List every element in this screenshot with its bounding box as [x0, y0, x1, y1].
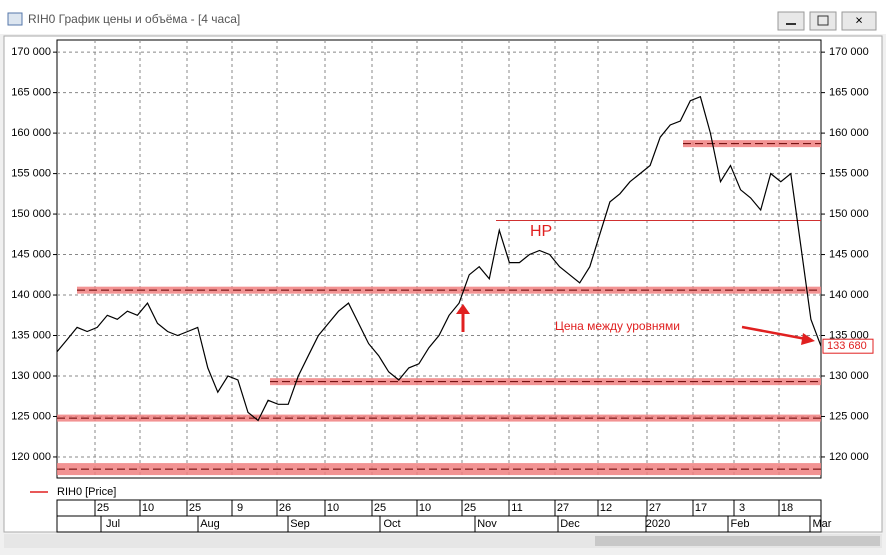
y-tick-label: 160 000 [11, 127, 51, 139]
month-label: 2020 [646, 518, 670, 530]
window-icon [7, 12, 23, 26]
window-title: RIH0 График цены и объёма - [4 часа] [28, 12, 240, 26]
y-tick-label: 140 000 [829, 289, 869, 301]
date-label: 10 [419, 502, 431, 514]
y-tick-label: 165 000 [11, 87, 51, 99]
last-price-box [822, 338, 874, 354]
month-label: Aug [200, 518, 220, 530]
date-label: 26 [279, 502, 291, 514]
arrow-head [801, 333, 815, 345]
scroll-thumb[interactable] [595, 536, 880, 546]
minimize-button[interactable] [777, 11, 805, 31]
y-tick-label: 150 000 [829, 208, 869, 220]
date-label: 17 [695, 502, 707, 514]
date-label: 11 [511, 502, 522, 514]
y-tick-label: 165 000 [829, 87, 869, 99]
y-tick-label: 120 000 [829, 451, 869, 463]
y-tick-label: 130 000 [11, 370, 51, 382]
month-label: Nov [477, 518, 497, 530]
y-tick-label: 155 000 [829, 167, 869, 179]
date-label: 25 [97, 502, 109, 514]
plot-area [56, 39, 822, 479]
y-tick-label: 125 000 [829, 410, 869, 422]
maximize-icon [817, 15, 829, 26]
date-label: 10 [327, 502, 339, 514]
date-label: 9 [237, 502, 243, 514]
level-band [57, 463, 821, 476]
y-tick-label: 130 000 [829, 370, 869, 382]
date-label: 12 [600, 502, 612, 514]
title-bar [0, 0, 886, 34]
level-band [270, 378, 821, 386]
month-label: Sep [290, 518, 310, 530]
y-tick-label: 170 000 [11, 46, 51, 58]
y-tick-label: 150 000 [11, 208, 51, 220]
y-tick-label: 170 000 [829, 46, 869, 58]
level-band [57, 414, 821, 422]
date-label: 25 [374, 502, 386, 514]
date-label: 10 [142, 502, 154, 514]
date-label: 3 [739, 502, 745, 514]
month-label: Feb [731, 518, 750, 530]
month-label: Jul [106, 518, 120, 530]
y-tick-label: 140 000 [11, 289, 51, 301]
month-label: Mar [813, 518, 832, 530]
y-tick-label: 145 000 [11, 248, 51, 260]
arrow-head [456, 304, 470, 314]
y-tick-label: 155 000 [11, 167, 51, 179]
maximize-button[interactable] [809, 11, 837, 31]
date-label: 27 [649, 502, 661, 514]
last-price-label: 133 680 [827, 340, 867, 352]
annotation: HP [530, 223, 552, 240]
y-tick-label: 135 000 [11, 329, 51, 341]
month-label: Dec [560, 518, 580, 530]
window-buttons: × [777, 11, 877, 31]
level-band [683, 140, 821, 148]
y-tick-label: 135 000 [829, 329, 869, 341]
y-tick-label: 160 000 [829, 127, 869, 139]
month-label: Oct [383, 518, 400, 530]
annotation: Цена между уровнями [555, 319, 680, 333]
price-line [56, 95, 822, 422]
close-button[interactable] [841, 11, 877, 31]
date-label: 18 [781, 502, 793, 514]
y-tick-label: 145 000 [829, 248, 869, 260]
date-label: 27 [557, 502, 569, 514]
arrow [741, 325, 807, 341]
y-tick-label: 120 000 [11, 451, 51, 463]
date-label: 25 [189, 502, 201, 514]
y-tick-label: 125 000 [11, 410, 51, 422]
date-label: 25 [464, 502, 476, 514]
close-icon: × [855, 12, 863, 27]
legend-label: RIH0 [Price] [57, 486, 116, 498]
